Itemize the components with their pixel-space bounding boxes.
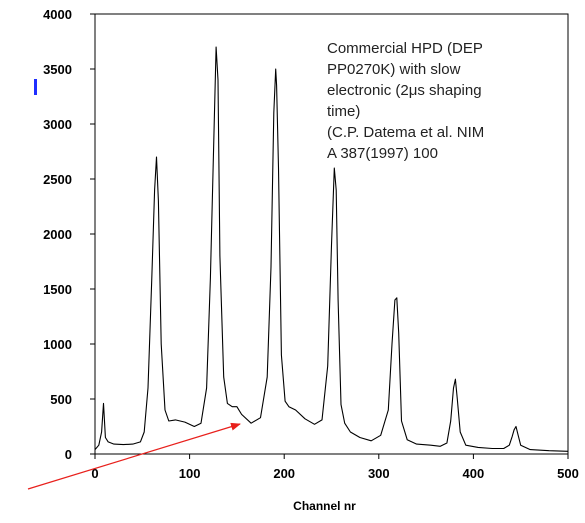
y-tick-label: 1000 <box>43 337 72 352</box>
annotation-line: electronic (2μs shaping <box>327 82 482 99</box>
annotation-line: (C.P. Datema et al. NIM <box>327 124 484 141</box>
x-tick-label: 400 <box>463 466 485 481</box>
x-tick-label: 300 <box>368 466 390 481</box>
series-line <box>94 46 569 452</box>
red-arrow-annotation <box>27 422 241 490</box>
y-tick-label: 3500 <box>43 62 72 77</box>
y-tick-label: 2500 <box>43 172 72 187</box>
y-tick-label: 500 <box>50 392 72 407</box>
y-tick-label: 0 <box>65 447 72 462</box>
x-tick-label: 500 <box>557 466 579 481</box>
y-tick-label: 3000 <box>43 117 72 132</box>
blue-mark <box>34 79 37 95</box>
plot-frame <box>94 13 569 455</box>
y-tick-label: 1500 <box>43 282 72 297</box>
x-tick-label: 0 <box>91 466 98 481</box>
y-tick-label: 2000 <box>43 227 72 242</box>
x-axis-title: Channel nr <box>293 499 356 513</box>
x-axis-ticks: 0 100 200 300 400 500 <box>91 454 579 481</box>
annotation-line: time) <box>327 103 360 120</box>
x-tick-label: 200 <box>273 466 295 481</box>
annotation-line: A 387(1997) 100 <box>327 145 438 162</box>
annotation-line: PP0270K) with slow <box>327 61 461 78</box>
annotation-line: Commercial HPD (DEP <box>327 40 483 57</box>
y-tick-label: 4000 <box>43 7 72 22</box>
x-tick-label: 100 <box>179 466 201 481</box>
annotation-text: Commercial HPD (DEP PP0270K) with slow ele… <box>327 40 484 162</box>
y-axis-ticks: 0 500 1000 1500 2000 2500 3000 3500 4000 <box>43 7 95 462</box>
